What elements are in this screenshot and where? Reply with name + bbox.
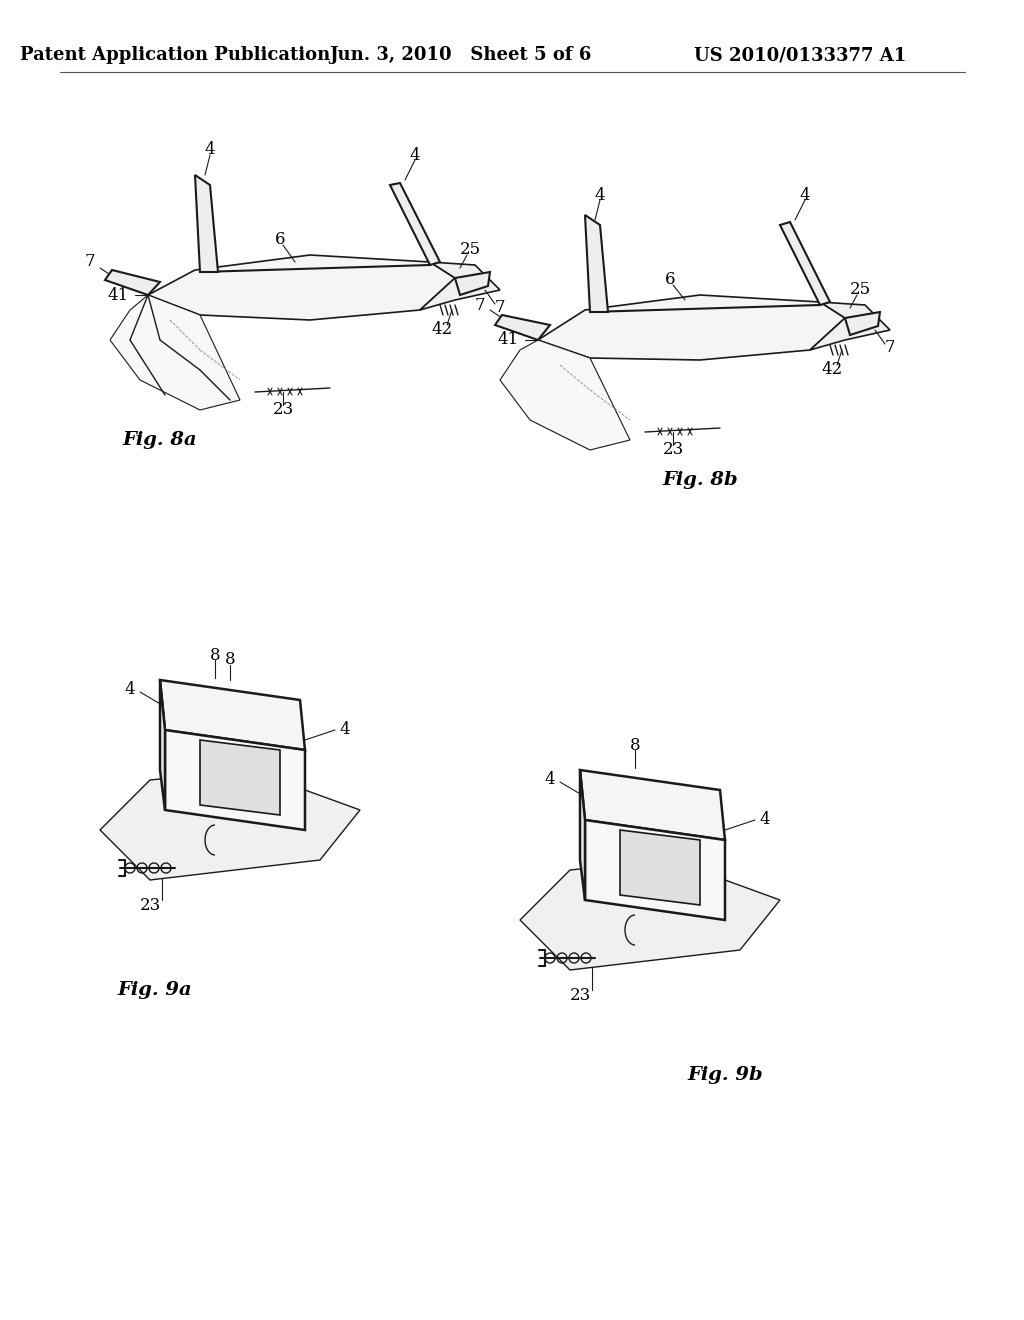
Text: 7: 7 [475, 297, 485, 314]
Text: 8: 8 [224, 652, 236, 668]
Polygon shape [160, 680, 305, 750]
Text: 4: 4 [760, 812, 770, 829]
Polygon shape [620, 830, 700, 906]
Text: 25: 25 [460, 242, 480, 259]
Text: Patent Application Publication: Patent Application Publication [19, 46, 330, 63]
Text: Fig. 9b: Fig. 9b [687, 1067, 763, 1084]
Text: 6: 6 [665, 272, 675, 289]
Text: Fig. 8a: Fig. 8a [123, 432, 198, 449]
Text: 42: 42 [431, 322, 453, 338]
Polygon shape [148, 255, 455, 319]
Polygon shape [420, 261, 500, 310]
Text: 42: 42 [821, 362, 843, 379]
Text: 25: 25 [850, 281, 870, 298]
Text: 6: 6 [675, 862, 685, 879]
Text: 7: 7 [885, 339, 895, 356]
Polygon shape [810, 302, 890, 350]
Text: 6: 6 [255, 771, 265, 788]
Text: 23: 23 [569, 986, 591, 1003]
Text: 41: 41 [498, 331, 518, 348]
Polygon shape [110, 294, 240, 411]
Text: US 2010/0133377 A1: US 2010/0133377 A1 [694, 46, 906, 63]
Text: Fig. 8b: Fig. 8b [663, 471, 738, 488]
Polygon shape [580, 770, 725, 840]
Polygon shape [538, 294, 845, 360]
Text: 41: 41 [108, 286, 129, 304]
Polygon shape [165, 730, 305, 830]
Polygon shape [160, 680, 165, 810]
Text: 4: 4 [800, 186, 810, 203]
Polygon shape [455, 272, 490, 294]
Text: 23: 23 [139, 896, 161, 913]
Text: 8: 8 [630, 737, 640, 754]
Polygon shape [580, 770, 585, 900]
Polygon shape [585, 820, 725, 920]
Polygon shape [390, 183, 440, 265]
Polygon shape [100, 770, 360, 880]
Text: Jun. 3, 2010   Sheet 5 of 6: Jun. 3, 2010 Sheet 5 of 6 [329, 46, 591, 63]
Polygon shape [845, 312, 880, 335]
Polygon shape [500, 341, 630, 450]
Text: 8: 8 [210, 647, 220, 664]
Polygon shape [495, 315, 550, 341]
Text: 4: 4 [545, 771, 555, 788]
Text: 6: 6 [274, 231, 286, 248]
Text: 4: 4 [595, 186, 605, 203]
Text: 4: 4 [340, 722, 350, 738]
Text: 4: 4 [125, 681, 135, 698]
Polygon shape [780, 222, 830, 305]
Polygon shape [195, 176, 218, 272]
Text: 4: 4 [410, 147, 420, 164]
Polygon shape [585, 215, 608, 312]
Text: 4: 4 [205, 141, 215, 158]
Text: 23: 23 [272, 401, 294, 418]
Polygon shape [520, 861, 780, 970]
Polygon shape [105, 271, 160, 294]
Polygon shape [200, 741, 280, 814]
Text: 7: 7 [495, 298, 505, 315]
Text: 7: 7 [85, 253, 95, 271]
Text: Fig. 9a: Fig. 9a [118, 981, 193, 999]
Text: 23: 23 [663, 441, 684, 458]
